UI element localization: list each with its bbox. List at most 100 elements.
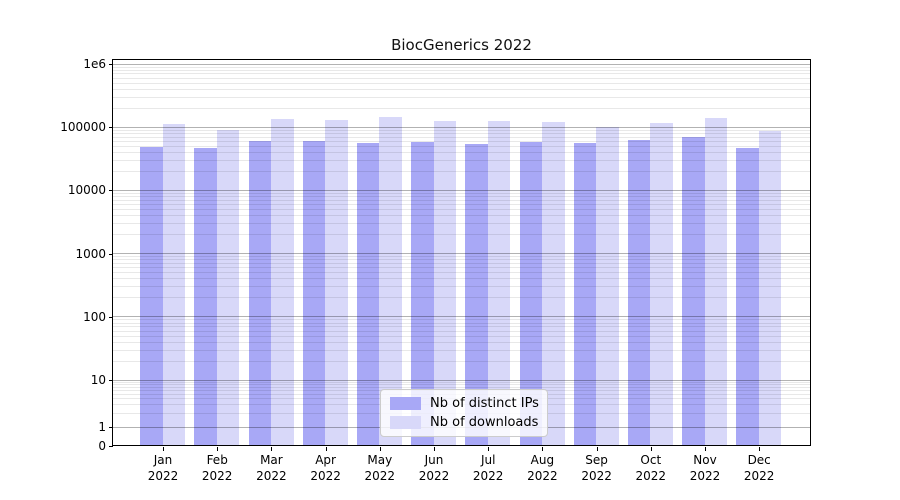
minor-gridline <box>113 196 810 198</box>
x-tick-mark <box>217 447 219 451</box>
bar-nb-of-distinct-ips-may-2022 <box>356 142 380 446</box>
bar-nb-of-distinct-ips-mar-2022 <box>248 140 272 446</box>
minor-gridline <box>113 215 810 217</box>
x-tick-label: Feb 2022 <box>201 452 233 483</box>
y-tick-label: 1 <box>98 420 106 434</box>
minor-gridline <box>113 209 810 211</box>
minor-gridline <box>113 96 810 98</box>
bar-nb-of-downloads-feb-2022 <box>216 129 240 446</box>
minor-gridline <box>113 73 810 75</box>
y-tick-mark <box>109 190 113 192</box>
minor-gridline <box>113 140 810 142</box>
legend-label: Nb of downloads <box>430 415 539 430</box>
minor-gridline <box>113 360 810 362</box>
y-tick-label: 100000 <box>60 120 106 135</box>
y-tick-mark <box>109 253 113 255</box>
minor-gridline <box>113 199 810 201</box>
legend-swatch-icon <box>390 397 421 410</box>
bar-nb-of-distinct-ips-sep-2022 <box>573 142 597 446</box>
minor-gridline <box>113 259 810 261</box>
major-gridline <box>113 190 810 192</box>
x-tick-mark <box>163 447 164 451</box>
y-tick-label: 10000 <box>67 183 106 198</box>
legend-row: Nb of distinct IPs <box>390 396 539 411</box>
y-tick-mark <box>109 427 113 428</box>
minor-gridline <box>113 88 810 90</box>
x-tick-mark <box>434 447 435 451</box>
minor-gridline <box>113 330 810 332</box>
minor-gridline <box>113 297 810 299</box>
major-gridline <box>113 63 810 65</box>
minor-gridline <box>113 381 810 383</box>
x-tick-mark <box>596 447 598 451</box>
minor-gridline <box>113 129 810 131</box>
x-tick-label: Oct 2022 <box>635 452 667 483</box>
major-gridline <box>113 253 810 255</box>
y-tick-label: 10 <box>90 373 106 387</box>
minor-gridline <box>113 322 810 324</box>
x-tick-mark <box>271 447 273 451</box>
minor-gridline <box>113 77 810 79</box>
minor-gridline <box>113 267 810 269</box>
minor-gridline <box>113 349 810 351</box>
minor-gridline <box>113 341 810 343</box>
minor-gridline <box>113 152 810 154</box>
minor-gridline <box>113 256 810 258</box>
chart-title: BiocGenerics 2022 <box>391 36 532 54</box>
x-tick-label: May 2022 <box>364 452 396 483</box>
minor-gridline <box>113 171 810 173</box>
y-tick-mark <box>109 316 113 318</box>
major-gridline <box>113 126 810 128</box>
major-gridline <box>113 316 810 318</box>
legend-swatch-icon <box>390 416 421 429</box>
x-tick-label: Apr 2022 <box>310 452 341 483</box>
minor-gridline <box>113 82 810 84</box>
bar-nb-of-downloads-jun-2022 <box>433 120 457 446</box>
minor-gridline <box>113 223 810 225</box>
minor-gridline <box>113 278 810 280</box>
y-tick-label: 1000 <box>75 246 106 261</box>
minor-gridline <box>113 204 810 206</box>
bar-nb-of-distinct-ips-jul-2022 <box>465 144 488 446</box>
y-tick-mark <box>109 127 113 129</box>
bar-nb-of-downloads-mar-2022 <box>271 118 294 446</box>
bar-nb-of-downloads-oct-2022 <box>650 122 673 446</box>
minor-gridline <box>113 159 810 161</box>
minor-gridline <box>113 386 810 388</box>
minor-gridline <box>113 272 810 274</box>
bar-nb-of-distinct-ips-aug-2022 <box>519 141 543 446</box>
minor-gridline <box>113 319 810 321</box>
bar-nb-of-downloads-jan-2022 <box>162 124 186 446</box>
x-tick-label: Jan 2022 <box>147 452 179 483</box>
y-tick-label: 100 <box>83 309 106 324</box>
bar-nb-of-downloads-jul-2022 <box>487 121 511 446</box>
x-tick-label: Aug 2022 <box>527 452 558 483</box>
y-tick-mark <box>109 380 113 381</box>
minor-gridline <box>113 192 810 194</box>
bar-nb-of-downloads-sep-2022 <box>596 127 619 446</box>
bar-nb-of-distinct-ips-apr-2022 <box>302 140 326 446</box>
minor-gridline <box>113 69 810 71</box>
x-tick-label: Dec 2022 <box>743 452 775 483</box>
x-tick-label: Jun 2022 <box>418 452 450 483</box>
minor-gridline <box>113 286 810 288</box>
bar-nb-of-downloads-aug-2022 <box>542 122 565 446</box>
bar-nb-of-distinct-ips-jan-2022 <box>140 146 163 446</box>
bar-nb-of-downloads-nov-2022 <box>704 118 728 446</box>
minor-gridline <box>113 107 810 109</box>
x-tick-mark <box>759 447 761 451</box>
minor-gridline <box>113 384 810 386</box>
plot-area <box>112 59 811 447</box>
legend-label: Nb of distinct IPs <box>430 396 539 411</box>
minor-gridline <box>113 133 810 134</box>
legend-row: Nb of downloads <box>390 415 538 430</box>
minor-gridline <box>113 326 810 328</box>
bar-nb-of-downloads-dec-2022 <box>758 131 782 446</box>
y-tick-label: 0 <box>98 438 106 453</box>
x-tick-label: Mar 2022 <box>256 452 287 483</box>
x-tick-label: Nov 2022 <box>689 452 721 483</box>
minor-gridline <box>113 66 810 68</box>
x-tick-mark <box>705 447 706 451</box>
minor-gridline <box>113 263 810 265</box>
